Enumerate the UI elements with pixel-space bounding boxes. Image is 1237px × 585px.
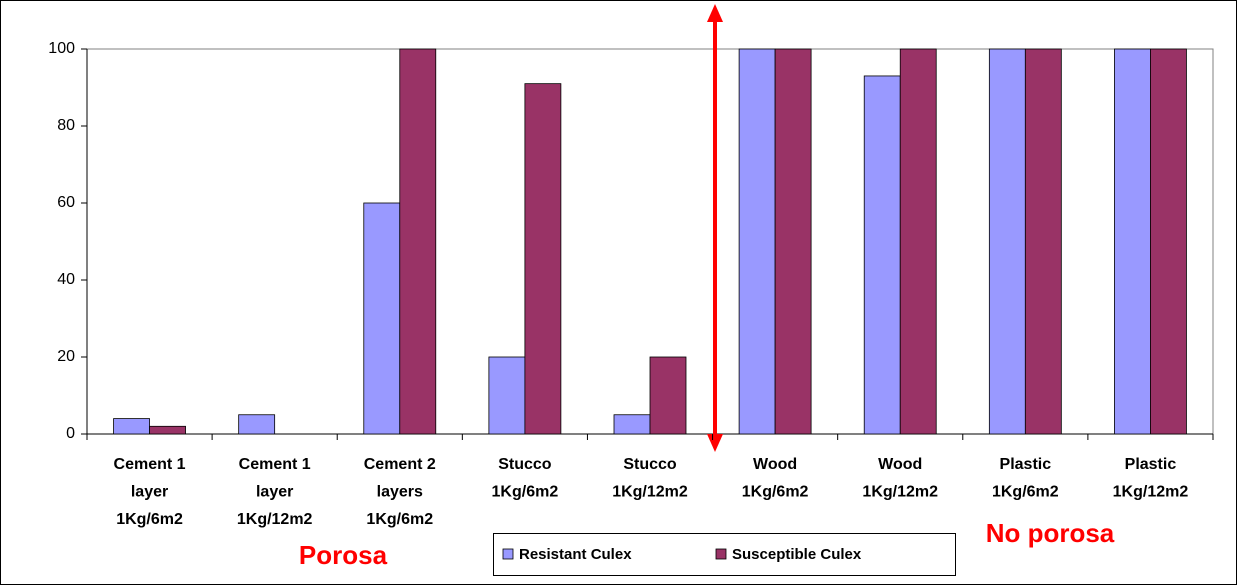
x-tick-label: layer [256,484,293,501]
x-tick-label: 1Kg/6m2 [492,484,559,501]
y-tick-label: 100 [48,40,75,57]
x-tick-label: Stucco [623,456,677,473]
bar [613,414,651,435]
x-tick-label: 1Kg/6m2 [992,484,1059,501]
x-tick-label: Wood [878,456,922,473]
x-tick-label: Stucco [498,456,552,473]
x-tick-label: 1Kg/12m2 [1113,484,1189,501]
bar [774,48,812,435]
bar [899,48,937,435]
bar [363,202,401,435]
legend-swatch [502,548,514,560]
x-tick-label: 1Kg/12m2 [237,511,313,528]
bar [988,48,1026,435]
x-tick-label: Plastic [1125,456,1177,473]
bar [238,414,276,435]
bar [1114,48,1151,435]
y-tick-label: 0 [66,425,75,442]
divider-arrow [707,4,723,452]
bar [149,425,186,435]
bar [738,48,776,435]
y-tick-label: 80 [57,117,75,134]
y-tick-label: 20 [57,348,75,365]
x-tick-label: layers [377,484,423,501]
plot-frame [87,48,1214,434]
x-tick-label: 1Kg/6m2 [742,484,809,501]
x-tick-label: Cement 1 [114,456,186,473]
x-tick-label: Plastic [1000,456,1052,473]
x-tick-label: 1Kg/12m2 [612,484,688,501]
x-tick-label: Cement 2 [364,456,436,473]
x-tick-label: layer [131,484,168,501]
bar [649,356,687,435]
x-tick-label: 1Kg/6m2 [366,511,433,528]
annotation: Porosa [299,540,388,570]
legend-swatch [715,548,727,560]
x-tick-label: 1Kg/12m2 [862,484,938,501]
y-tick-label: 40 [57,271,75,288]
bar [1150,48,1187,435]
x-tick-label: Wood [753,456,797,473]
legend-label: Susceptible Culex [732,546,862,563]
x-tick-label: 1Kg/6m2 [116,511,183,528]
annotation: No porosa [986,518,1115,548]
bar [1024,48,1062,435]
bar [524,83,562,435]
bar [488,356,526,435]
bar [863,75,901,435]
bar [399,48,437,435]
x-tick-label: Cement 1 [239,456,311,473]
legend-label: Resistant Culex [519,546,632,563]
bar [113,418,150,435]
y-tick-label: 60 [57,194,75,211]
